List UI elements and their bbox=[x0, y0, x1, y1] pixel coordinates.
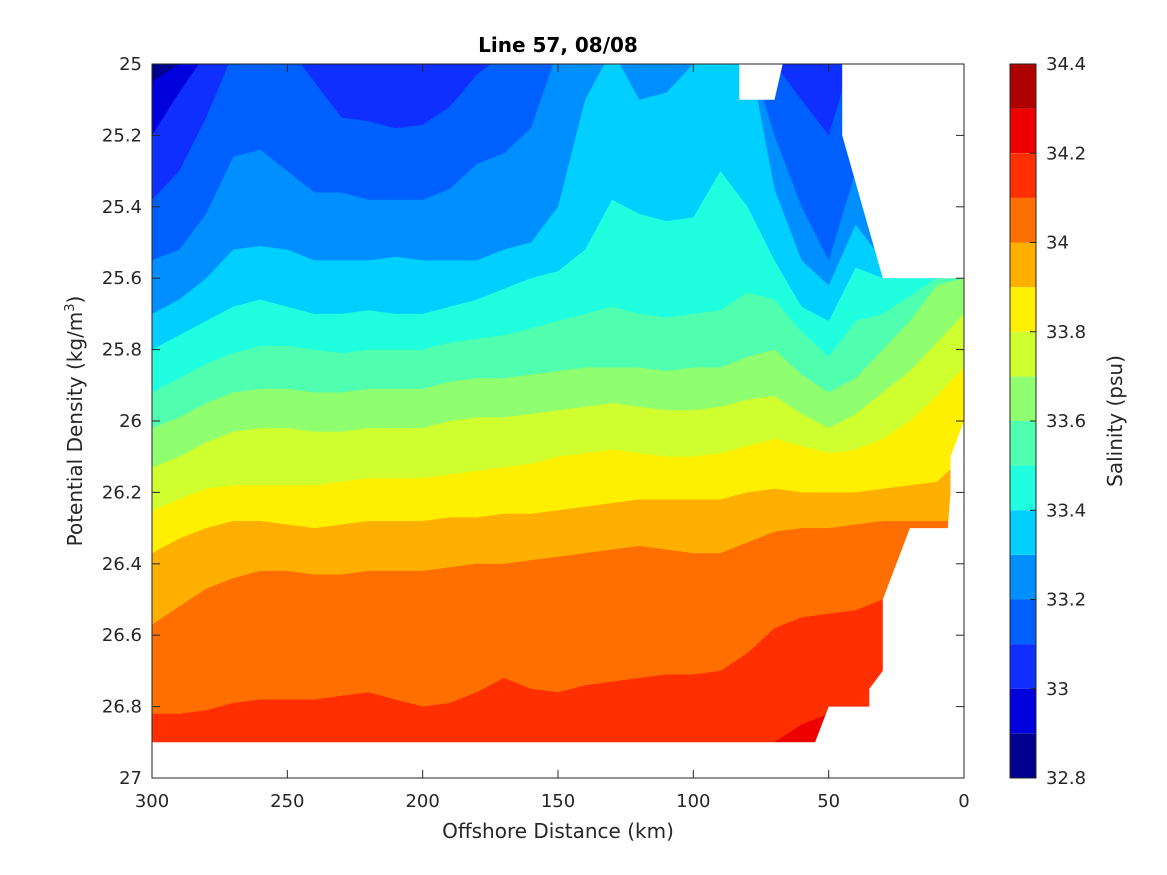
colorbar-swatch bbox=[1010, 644, 1036, 689]
y-axis-label-close: ) bbox=[63, 296, 87, 304]
y-tick-label: 26 bbox=[119, 411, 142, 432]
y-tick-label: 26.2 bbox=[102, 482, 142, 503]
y-axis-label: Potential Density (kg/m3) bbox=[63, 296, 87, 547]
y-tick-label: 25.8 bbox=[102, 340, 142, 361]
colorbar-tick-label: 34.2 bbox=[1046, 143, 1086, 164]
x-tick-label: 200 bbox=[405, 791, 439, 812]
x-tick-label: 100 bbox=[676, 791, 710, 812]
x-tick-label: 250 bbox=[270, 791, 304, 812]
colorbar-swatch bbox=[1010, 599, 1036, 645]
x-axis-ticks: 300 250 200 150 100 50 0 bbox=[135, 64, 970, 812]
y-tick-label: 26.6 bbox=[102, 625, 142, 646]
colorbar-tick-label: 33.2 bbox=[1046, 590, 1086, 611]
y-axis-label-main: Potential Density (kg/m bbox=[63, 312, 87, 547]
chart-title: Line 57, 08/08 bbox=[478, 33, 638, 57]
colorbar-swatch bbox=[1010, 554, 1036, 600]
colorbar-swatch bbox=[1010, 510, 1036, 555]
colorbar-swatch bbox=[1010, 64, 1036, 109]
colorbar-tick-label: 33.8 bbox=[1046, 322, 1086, 343]
colorbar-tick-label: 33.6 bbox=[1046, 411, 1086, 432]
colorbar-swatch bbox=[1010, 376, 1036, 421]
salinity-band-34.1 bbox=[152, 599, 964, 778]
x-tick-label: 50 bbox=[817, 791, 840, 812]
colorbar-label: Salinity (psu) bbox=[1103, 355, 1127, 487]
colorbar-swatch bbox=[1010, 331, 1036, 377]
colorbar-tick-label: 34.4 bbox=[1046, 54, 1086, 75]
colorbar-swatch bbox=[1010, 688, 1036, 734]
x-axis-label: Offshore Distance (km) bbox=[442, 819, 674, 843]
colorbar-swatch bbox=[1010, 733, 1036, 778]
colorbar-swatch bbox=[1010, 421, 1036, 466]
colorbar-swatch bbox=[1010, 287, 1036, 332]
colorbar-tick-label: 32.8 bbox=[1046, 768, 1086, 789]
colorbar-tick-label: 33.4 bbox=[1046, 500, 1086, 521]
y-axis-ticks: 25 25.2 25.4 25.6 25.8 26 26.2 26.4 26.6 26.8 27 bbox=[102, 54, 964, 789]
y-tick-label: 25.6 bbox=[102, 268, 142, 289]
y-tick-label: 25.4 bbox=[102, 197, 142, 218]
colorbar-swatch bbox=[1010, 197, 1036, 243]
x-tick-label: 150 bbox=[541, 791, 575, 812]
x-tick-label: 0 bbox=[958, 791, 969, 812]
y-tick-label: 25 bbox=[119, 54, 142, 75]
colorbar-tick-label: 34 bbox=[1046, 233, 1069, 254]
y-tick-label: 26.8 bbox=[102, 697, 142, 718]
no-data-right-bottom bbox=[152, 64, 964, 778]
y-tick-label: 25.2 bbox=[102, 125, 142, 146]
colorbar bbox=[1010, 64, 1036, 778]
no-data-top-gap bbox=[739, 64, 783, 100]
colorbar-swatch bbox=[1010, 465, 1036, 511]
colorbar-ticks: 32.8 33 33.2 33.4 33.6 33.8 34 34.2 34.4 bbox=[1030, 54, 1086, 789]
colorbar-swatch bbox=[1010, 108, 1036, 154]
no-data-mask bbox=[152, 64, 964, 778]
colorbar-tick-label: 33 bbox=[1046, 679, 1069, 700]
y-tick-label: 27 bbox=[119, 768, 142, 789]
x-tick-label: 300 bbox=[135, 791, 169, 812]
contour-bands bbox=[152, 64, 964, 778]
y-tick-label: 26.4 bbox=[102, 554, 142, 575]
colorbar-swatch bbox=[1010, 242, 1036, 288]
y-axis-label-superscript: 3 bbox=[63, 303, 78, 311]
colorbar-swatch bbox=[1010, 153, 1036, 198]
